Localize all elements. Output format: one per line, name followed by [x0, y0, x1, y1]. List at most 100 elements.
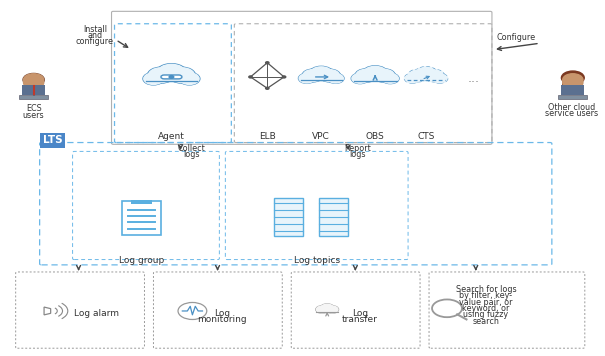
Text: service users: service users	[545, 109, 598, 117]
Text: and: and	[87, 31, 102, 40]
Circle shape	[316, 306, 329, 313]
Circle shape	[179, 73, 200, 85]
Circle shape	[266, 87, 269, 89]
Circle shape	[381, 73, 399, 84]
Circle shape	[319, 70, 339, 82]
Circle shape	[148, 67, 174, 83]
Circle shape	[283, 76, 286, 78]
FancyBboxPatch shape	[407, 76, 445, 82]
Circle shape	[143, 73, 164, 85]
FancyBboxPatch shape	[316, 309, 338, 314]
Circle shape	[169, 68, 194, 83]
Text: Log: Log	[214, 309, 231, 318]
Circle shape	[362, 66, 388, 81]
Circle shape	[364, 66, 387, 80]
Text: Search for logs: Search for logs	[456, 285, 516, 294]
Circle shape	[168, 67, 195, 83]
FancyBboxPatch shape	[274, 198, 302, 236]
Text: using fuzzy: using fuzzy	[463, 310, 509, 319]
Circle shape	[316, 306, 328, 313]
Circle shape	[405, 74, 420, 83]
FancyBboxPatch shape	[19, 95, 48, 99]
Circle shape	[355, 69, 378, 82]
Circle shape	[327, 306, 338, 313]
Circle shape	[424, 69, 444, 82]
Circle shape	[23, 73, 44, 86]
Polygon shape	[44, 307, 51, 315]
Text: search: search	[473, 317, 499, 326]
Text: Log: Log	[352, 309, 368, 318]
Circle shape	[404, 74, 420, 83]
Circle shape	[299, 74, 315, 83]
Circle shape	[169, 75, 174, 78]
Text: monitoring: monitoring	[198, 315, 247, 324]
Circle shape	[352, 73, 369, 84]
Text: Log group: Log group	[119, 256, 164, 265]
Circle shape	[414, 67, 437, 80]
Circle shape	[24, 74, 44, 86]
Text: ELB: ELB	[259, 132, 276, 141]
Text: Collect: Collect	[177, 145, 205, 153]
Circle shape	[327, 73, 344, 83]
Text: Configure: Configure	[496, 33, 535, 42]
Circle shape	[24, 77, 44, 89]
Text: keyword, or: keyword, or	[462, 304, 509, 313]
FancyBboxPatch shape	[319, 198, 347, 236]
Circle shape	[320, 304, 334, 312]
Text: OBS: OBS	[366, 132, 385, 141]
Text: by filter, key-: by filter, key-	[459, 291, 512, 300]
FancyBboxPatch shape	[561, 85, 584, 95]
Circle shape	[180, 73, 199, 84]
Circle shape	[352, 74, 368, 83]
Circle shape	[321, 304, 333, 312]
Circle shape	[373, 69, 394, 82]
Text: Report: Report	[344, 145, 370, 153]
Text: Agent: Agent	[158, 132, 185, 141]
Text: users: users	[23, 111, 44, 120]
Circle shape	[425, 70, 443, 81]
Circle shape	[408, 70, 428, 81]
Circle shape	[302, 69, 324, 82]
Text: ...: ...	[468, 72, 480, 85]
Circle shape	[373, 69, 395, 82]
Circle shape	[356, 69, 377, 82]
Circle shape	[266, 62, 269, 64]
Circle shape	[326, 306, 339, 313]
FancyBboxPatch shape	[562, 78, 583, 85]
Circle shape	[303, 70, 322, 82]
Circle shape	[309, 66, 333, 80]
Text: configure: configure	[76, 37, 114, 46]
FancyBboxPatch shape	[122, 201, 162, 235]
FancyBboxPatch shape	[161, 75, 182, 79]
Circle shape	[416, 67, 437, 80]
Circle shape	[432, 74, 448, 83]
FancyBboxPatch shape	[22, 85, 45, 95]
Circle shape	[408, 69, 428, 82]
FancyBboxPatch shape	[131, 200, 152, 204]
FancyBboxPatch shape	[146, 76, 197, 83]
Circle shape	[249, 76, 252, 78]
Circle shape	[328, 74, 343, 83]
FancyBboxPatch shape	[301, 76, 342, 82]
FancyBboxPatch shape	[558, 95, 587, 99]
Circle shape	[157, 64, 186, 82]
Circle shape	[149, 68, 174, 83]
Text: ECS: ECS	[26, 104, 42, 113]
Circle shape	[144, 73, 163, 84]
Circle shape	[298, 73, 315, 83]
Text: Other cloud: Other cloud	[548, 103, 595, 111]
FancyBboxPatch shape	[354, 76, 396, 82]
Text: VPC: VPC	[312, 132, 330, 141]
Circle shape	[433, 74, 447, 83]
Text: transfer: transfer	[342, 315, 378, 324]
Text: Install: Install	[83, 25, 106, 33]
Circle shape	[563, 74, 583, 86]
Circle shape	[310, 67, 332, 80]
Text: LTS: LTS	[42, 135, 62, 145]
Circle shape	[319, 69, 341, 82]
Text: CTS: CTS	[417, 132, 435, 141]
Text: Log alarm: Log alarm	[74, 309, 119, 318]
Text: logs: logs	[183, 151, 200, 159]
Text: Log topics: Log topics	[294, 256, 340, 265]
Circle shape	[563, 77, 583, 89]
